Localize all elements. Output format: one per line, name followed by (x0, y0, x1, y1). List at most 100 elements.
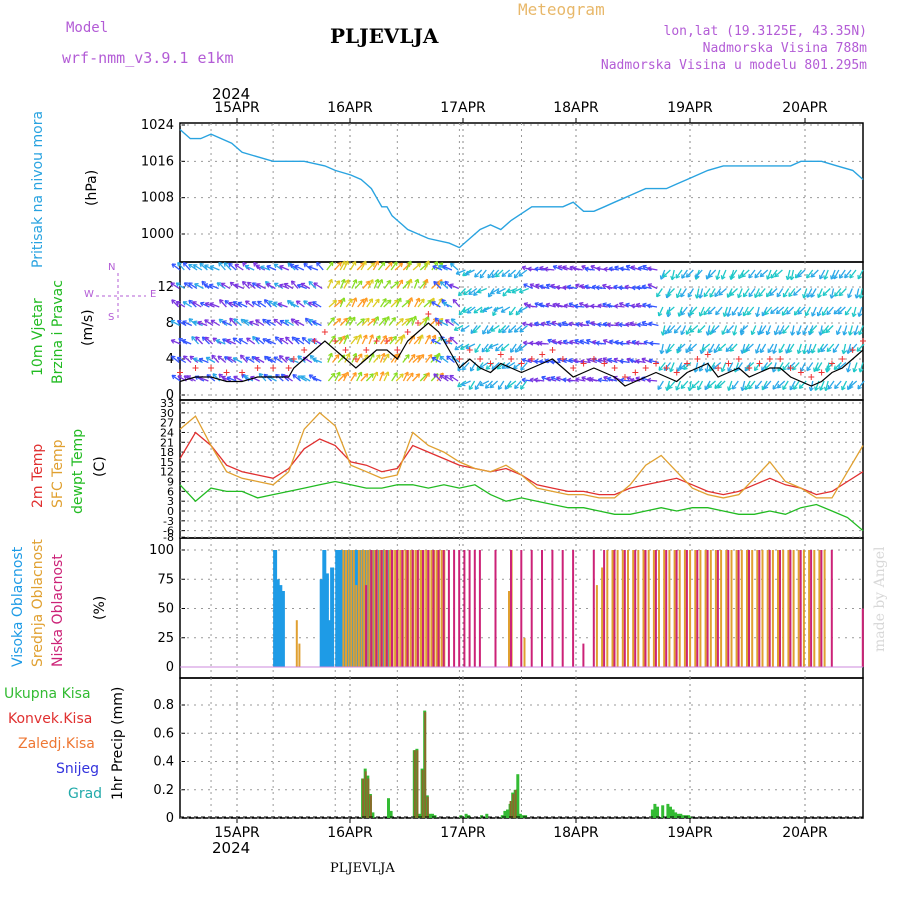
wind-arrowhead (260, 265, 265, 271)
wind-arrow (219, 299, 227, 308)
wind-arrowhead (646, 303, 652, 309)
cloud-bar-mid (355, 585, 358, 667)
wind-arrowhead (192, 264, 198, 269)
wind-arrowhead (343, 317, 348, 323)
wind-arrowhead (832, 348, 838, 353)
wind-arrowhead (182, 320, 187, 326)
cloud-bar-low (396, 550, 399, 667)
wind-arrowhead (529, 340, 534, 346)
wind-arrow (431, 301, 441, 308)
ytick-label-2: 15 (160, 456, 174, 469)
wind-arrow (714, 288, 722, 297)
wind-arrow (406, 372, 414, 382)
wind-arrowhead (357, 280, 363, 286)
wind-arrow (183, 355, 192, 363)
cloud-bar-mid (673, 550, 676, 667)
wind-arrow (328, 299, 337, 308)
wind-arrowhead (479, 273, 485, 279)
wind-arrowhead (765, 330, 771, 336)
wind-arrow (510, 343, 517, 353)
wind-arrow (252, 282, 262, 290)
wind-arrowhead (619, 358, 624, 364)
wind-arrowhead (629, 358, 634, 364)
wind-arrow (171, 299, 180, 308)
wind-arrow (507, 287, 518, 293)
ytick-label-3: 0 (166, 660, 174, 675)
day-label-bottom: 15APR (214, 825, 260, 841)
wind-arrow (412, 373, 421, 382)
wind-arrow (454, 343, 464, 351)
wind-arrowhead (726, 312, 732, 317)
wind-arrow (817, 288, 823, 298)
wind-arrowhead (294, 320, 300, 325)
wind-arrowhead (328, 278, 333, 284)
wind-arrowhead (405, 299, 411, 305)
wind-gust-mark (446, 338, 453, 344)
wind-arrowhead (482, 330, 487, 335)
wind-arrowhead (479, 381, 484, 387)
wind-arrow (849, 325, 853, 336)
cloud-bar-mid (352, 550, 355, 667)
wind-arrow (739, 325, 749, 333)
wind-arrow (366, 298, 374, 308)
wind-arrow (519, 287, 529, 293)
wind-arrow (240, 354, 248, 363)
wind-arrow (489, 380, 499, 389)
wind-arrow (619, 267, 631, 271)
wind-arrowhead (796, 349, 802, 355)
wind-arrowhead (489, 383, 495, 389)
cloud-bar-low (613, 550, 616, 667)
model-label: Model (66, 20, 109, 36)
wind-arrowhead (204, 319, 209, 324)
wind-arrow (821, 306, 829, 316)
precip-bar-total (387, 798, 390, 818)
wind-arrowhead (369, 334, 374, 339)
wind-arrow (538, 342, 549, 345)
wind-arrowhead (273, 356, 279, 361)
wind-arrow (205, 356, 216, 364)
wind-arrowhead (253, 262, 258, 267)
wind-arrowhead (659, 349, 665, 355)
wind-arrowhead (382, 298, 387, 303)
wind-arrowhead (698, 294, 704, 299)
wind-arrow (222, 320, 233, 327)
wind-arrowhead (708, 273, 713, 278)
temp-line-dewpt (179, 480, 864, 532)
wind-arrowhead (534, 359, 539, 365)
wind-arrowhead (290, 280, 296, 286)
cloud-bar-mid (595, 585, 598, 667)
wind-arrow (444, 375, 454, 382)
wind-arrow (660, 269, 666, 280)
wind-arrowhead (279, 319, 285, 325)
wind-arrowhead (251, 282, 257, 287)
wind-arrowhead (266, 283, 271, 288)
cloud-bar-high (327, 620, 332, 667)
wind-arrowhead (431, 301, 436, 306)
wind-arrowhead (328, 261, 334, 267)
wind-arrow (776, 380, 786, 389)
wind-arrowhead (701, 346, 707, 351)
wind-arrowhead (738, 274, 743, 280)
wind-arrowhead (407, 278, 413, 284)
cloud-bar-mid (627, 550, 629, 667)
cloud-bar-low (716, 550, 719, 667)
wind-arrow (557, 323, 568, 327)
wind-arrow (806, 288, 813, 298)
wind-arrowhead (518, 308, 523, 313)
wind-arrowhead (486, 329, 492, 335)
wind-arrowhead (297, 375, 302, 380)
day-label-bottom: 20APR (782, 825, 828, 841)
wind-arrowhead (810, 273, 816, 278)
wind-arrow (356, 353, 363, 363)
wind-arrowhead (477, 288, 482, 294)
wind-arrow (175, 282, 185, 290)
cloud-bar-mid (787, 550, 790, 667)
wind-arrow (417, 354, 425, 363)
wind-arrowhead (369, 279, 374, 284)
wind-arrow (465, 269, 475, 276)
wind-gust-mark (818, 369, 825, 376)
wind-arrow (540, 322, 551, 327)
wind-arrow (423, 372, 430, 382)
wind-arrowhead (495, 346, 500, 352)
wind-arrowhead (182, 262, 188, 267)
